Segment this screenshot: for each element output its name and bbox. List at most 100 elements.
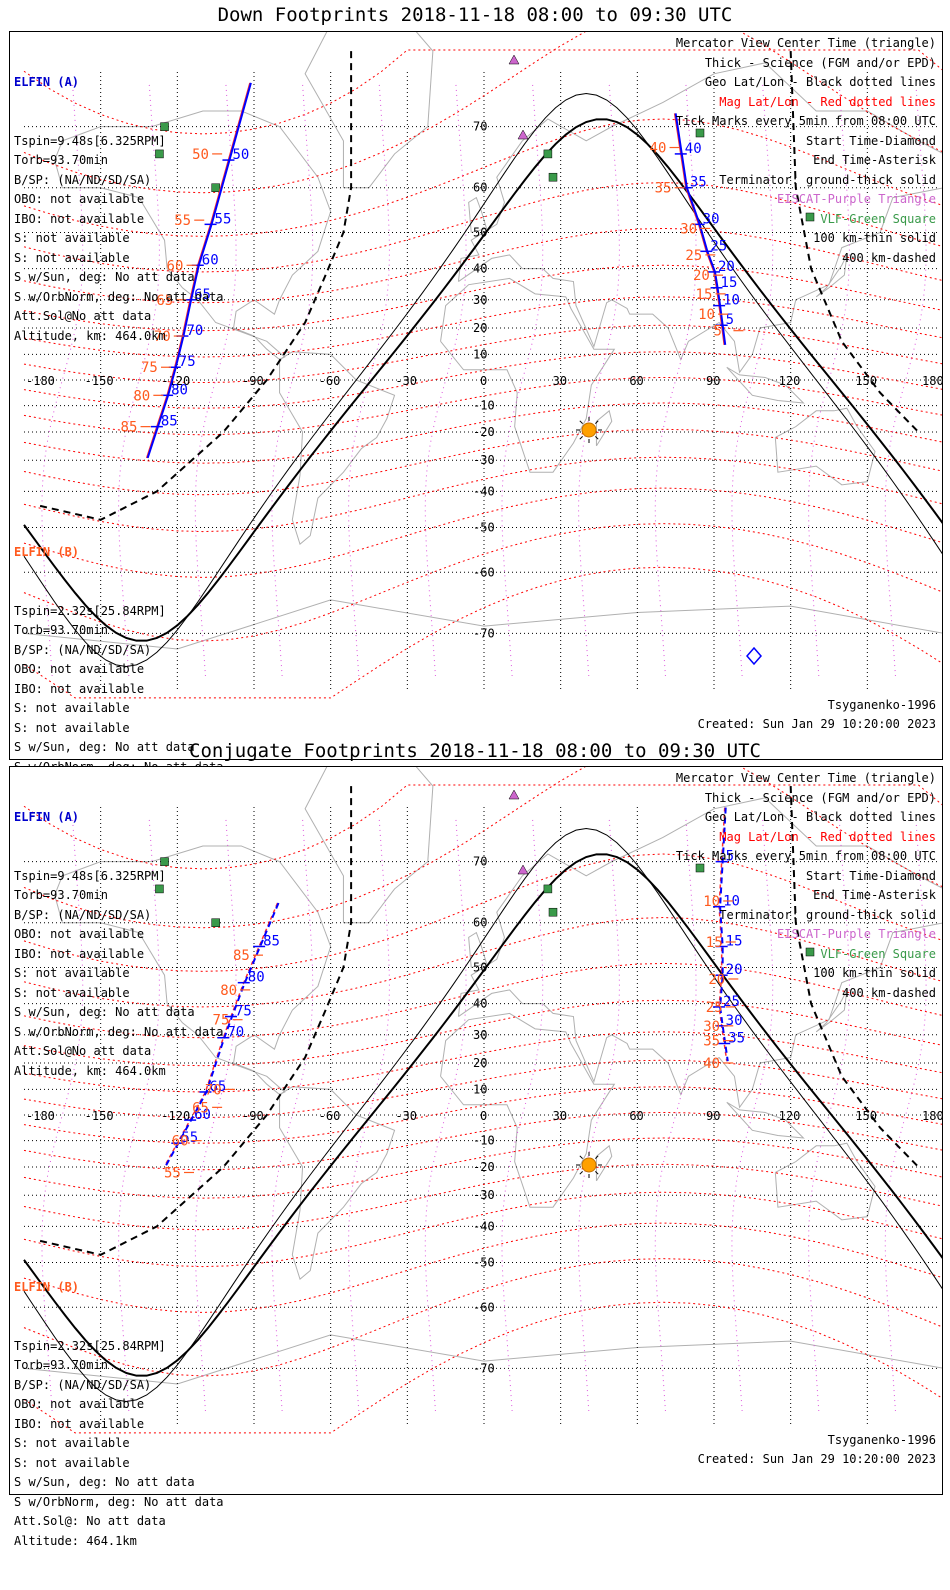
mag-parallel xyxy=(23,566,942,699)
mag-tick-label: 65 xyxy=(192,1100,209,1116)
info-line: S w/Sun, deg: No att data xyxy=(14,1475,195,1489)
legend-entry: End Time-Asterisk xyxy=(813,888,936,902)
legend-entry: VLF-Green Square xyxy=(820,946,936,961)
lat-tick-label: 50 xyxy=(473,960,487,974)
mag-parallel xyxy=(23,264,942,332)
elfin-a-lines: Tspin=9.48s[6.325RPM] Torb=93.70min B/SP: … xyxy=(14,132,224,347)
lon-tick-label: -60 xyxy=(319,1109,341,1123)
lat-tick-label: -50 xyxy=(473,1256,495,1270)
coastline xyxy=(468,196,488,233)
mag-parallel xyxy=(23,456,942,533)
coastline xyxy=(595,409,613,447)
coastline xyxy=(815,989,848,1033)
lon-tick-label: -150 xyxy=(85,1109,114,1123)
info-line: S w/Sun, deg: No att data xyxy=(14,1005,195,1019)
vlf-station-marker xyxy=(548,907,558,917)
track-tick-label: 10 xyxy=(723,894,740,910)
info-line: Altitude, km: 464.0km xyxy=(14,1063,166,1078)
coastlines xyxy=(23,32,942,650)
lat-tick-label: 70 xyxy=(473,120,487,134)
mag-tick-label: 80 xyxy=(220,983,237,999)
terminator xyxy=(23,118,942,642)
coastline xyxy=(440,1012,616,1208)
info-line: Tspin=9.48s[6.325RPM] xyxy=(14,133,166,148)
track-tick-label: 75 xyxy=(235,1004,252,1020)
legend-entry: Geo Lat/Lon - Black dotted lines xyxy=(704,75,936,89)
lon-tick-label: 180 xyxy=(922,1109,942,1123)
track-tick-label: 25 xyxy=(723,994,740,1010)
mag-tick-label: 65 xyxy=(156,293,173,309)
info-line: OBO: not available xyxy=(14,1397,145,1411)
vlf-station-marker xyxy=(211,183,220,192)
info-line: Tspin=9.48s[6.325RPM] xyxy=(14,868,166,883)
lon-tick-label: 90 xyxy=(706,1109,720,1123)
lon-tick-label: -180 xyxy=(26,374,55,388)
mag-tick-label: 35 xyxy=(655,181,672,197)
mag-tick-label: 20 xyxy=(693,268,710,284)
track-tick-label: 30 xyxy=(726,1013,743,1029)
lat-tick-label: -60 xyxy=(473,1300,495,1314)
mag-parallel xyxy=(23,767,942,929)
eiscat-triangle xyxy=(508,54,520,65)
lon-tick-label: 120 xyxy=(779,374,801,388)
legend-entry: VLF-Green Square xyxy=(820,211,936,226)
created-label-down: Created: Sun Jan 29 10:20:00 2023 xyxy=(697,717,936,731)
coastline xyxy=(440,277,616,473)
mag-grid xyxy=(23,767,942,1434)
mag-tick-label: 30 xyxy=(680,221,697,237)
track-tick-label: 15 xyxy=(721,275,738,291)
legend-entry: 400 km-dashed xyxy=(842,250,936,265)
info-line: Torb=93.70min xyxy=(14,888,108,902)
lon-tick-label: -30 xyxy=(395,374,417,388)
track-tick-label: 55 xyxy=(215,211,232,227)
lat-tick-label: -40 xyxy=(473,484,495,498)
mag-tick-label: 25 xyxy=(685,248,702,264)
lat-tick-label: -70 xyxy=(473,1361,495,1375)
elfin-a-header: ELFIN (A) xyxy=(14,75,80,89)
legend-entry: Tick Marks every 5min from 08:00 UTC xyxy=(675,114,936,128)
coastline xyxy=(726,366,805,404)
track-tick-label: 70 xyxy=(227,1025,244,1041)
mag-tick-label: 55 xyxy=(164,1165,181,1181)
legend-entry: Geo Lat/Lon - Black dotted lines xyxy=(704,810,936,824)
map-canvas-down: -180 -150 -120 -90 -60 -30 0 30 60 90 120 150 180 70 6… xyxy=(23,32,942,699)
track-tick-label: 80 xyxy=(171,382,188,398)
coastline xyxy=(23,1334,942,1385)
sun-icon xyxy=(581,422,597,438)
track-tick-label: 75 xyxy=(179,354,196,370)
track-tick-label: 65 xyxy=(194,287,211,303)
lon-tick-label: 180 xyxy=(922,374,942,388)
lat-tick-label: -70 xyxy=(473,626,495,640)
lon-tick-label: 90 xyxy=(706,374,720,388)
lat-tick-label: 20 xyxy=(473,321,487,335)
sun-icon xyxy=(581,1157,597,1173)
info-line: S: not available xyxy=(14,720,130,735)
coastline xyxy=(54,110,332,361)
elfin-a-info-down: ELFIN (A) Tspin=9.48s[6.325RPM] Torb=93.7… xyxy=(14,34,224,385)
coastlines xyxy=(23,767,942,1385)
legend-entry: Terminator: ground-thick solid xyxy=(719,172,936,187)
vlf-station-marker xyxy=(695,128,705,138)
info-line: S: not available xyxy=(14,701,130,715)
lat-tick-label: 30 xyxy=(473,1028,487,1042)
info-line: B/SP: (NA/ND/SD/SA) xyxy=(14,642,152,657)
info-line: Att.Sol@: No att data xyxy=(14,1514,166,1528)
elfin-b-header: ELFIN (B) xyxy=(14,1280,80,1294)
info-line: OBO: not available xyxy=(14,662,145,676)
sun-ray xyxy=(595,436,599,440)
track-line xyxy=(719,807,729,1062)
sun-ray xyxy=(579,1171,583,1175)
mag-parallel xyxy=(23,182,942,273)
legend-down: Mercator View Center Time (triangle) Thic… xyxy=(676,34,936,268)
map-panel-down: -180 -150 -120 -90 -60 -30 0 30 60 90 120 150 180 70 6… xyxy=(9,31,943,813)
info-line: S: not available xyxy=(14,966,130,980)
mag-parallel xyxy=(23,1301,942,1434)
model-label-conjugate: Tsyganenko-1996 xyxy=(827,1433,936,1447)
mag-parallel xyxy=(23,853,942,972)
mag-tick-label: 70 xyxy=(205,1082,222,1098)
lat-tick-label: 10 xyxy=(473,347,487,361)
info-line: S w/Sun, deg: No att data xyxy=(14,740,195,754)
lat-tick-label: 60 xyxy=(473,181,487,195)
start-diamond xyxy=(746,646,762,666)
